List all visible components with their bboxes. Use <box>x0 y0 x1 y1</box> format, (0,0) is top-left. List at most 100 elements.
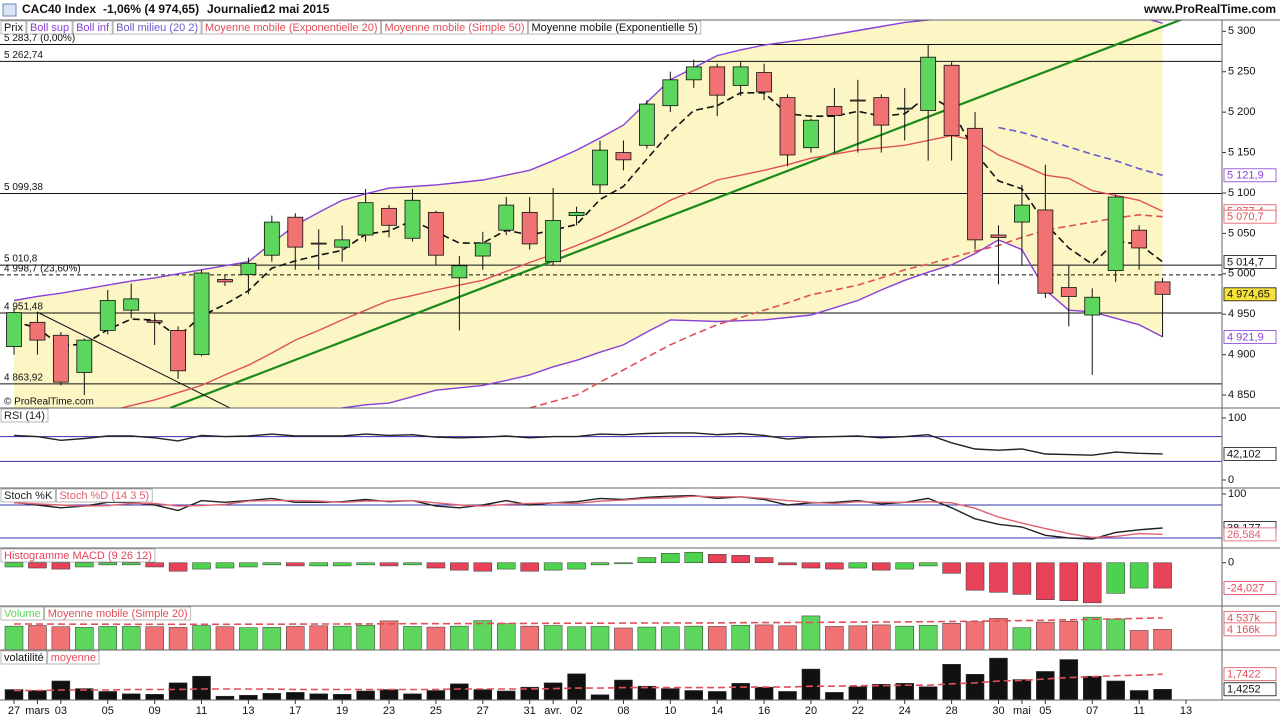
x-tick-label: 25 <box>430 705 442 717</box>
bar <box>145 626 164 650</box>
bar <box>168 627 188 650</box>
series-line <box>14 673 1163 692</box>
y-tick-label: 5 150 <box>1228 146 1256 158</box>
legend-box <box>72 20 113 35</box>
series-line <box>14 617 1163 626</box>
bar <box>520 686 539 700</box>
legend-box <box>47 650 100 665</box>
bar <box>473 562 493 572</box>
bar <box>98 691 118 700</box>
y-tick-label: 4 850 <box>1228 389 1256 401</box>
bar <box>28 562 47 569</box>
bar <box>192 625 211 650</box>
x-tick-label: 10 <box>664 705 676 717</box>
bar <box>356 624 375 650</box>
x-tick-label: 02 <box>570 705 582 717</box>
legend-box <box>0 606 45 621</box>
y-tick-label: 5 250 <box>1228 66 1256 78</box>
bar <box>4 625 24 650</box>
site[interactable]: www.ProRealTime.com <box>1143 2 1276 16</box>
bar <box>1036 671 1055 700</box>
value-tag <box>1223 581 1277 596</box>
bar <box>426 690 446 700</box>
value-tag <box>1223 446 1277 461</box>
value-tag <box>1223 168 1277 183</box>
candle-body <box>1014 204 1030 223</box>
bar <box>543 625 563 650</box>
x-tick-label: 11 <box>196 705 207 717</box>
bar <box>590 694 610 700</box>
x-tick-label: 23 <box>383 705 395 717</box>
bar <box>520 625 539 650</box>
bar <box>145 562 164 568</box>
bar <box>848 625 868 650</box>
bar <box>614 679 633 700</box>
candle-body <box>873 97 890 126</box>
legend-item: volatilité <box>4 652 44 664</box>
bar <box>543 682 563 700</box>
candle-body <box>217 279 233 283</box>
bar <box>567 673 586 700</box>
candle-body <box>1084 296 1101 316</box>
x-tick-label: 27 <box>8 705 20 717</box>
bar <box>684 625 704 650</box>
bar <box>661 626 680 650</box>
series-line <box>13 20 1163 302</box>
bar <box>637 685 657 700</box>
candle-body <box>943 64 960 136</box>
legend-item: Moyenne mobile (Simple 20) <box>48 608 188 620</box>
bar <box>309 693 328 700</box>
x-tick-label: avr. <box>544 705 562 717</box>
candle-body <box>52 334 69 383</box>
trend-lines <box>36 20 1184 408</box>
bar <box>872 624 891 650</box>
candle-body <box>1131 229 1148 249</box>
bar <box>403 626 422 650</box>
bar <box>1153 689 1172 700</box>
candle-body <box>896 107 913 110</box>
value-tag-label: 5 121,9 <box>1227 170 1264 182</box>
series-line <box>998 126 1163 177</box>
value-tag <box>1223 330 1277 344</box>
value-tag-label: 26,584 <box>1227 529 1261 541</box>
bar <box>121 693 141 700</box>
bar <box>1036 621 1055 650</box>
bar <box>28 625 47 650</box>
bar <box>965 621 985 650</box>
bar <box>543 562 563 571</box>
level-label: 4 863,92 <box>4 372 43 383</box>
value-tag-label: 4 921,9 <box>1227 331 1264 343</box>
candle-body <box>990 234 1007 238</box>
bar <box>567 626 586 650</box>
candle-body <box>568 211 585 217</box>
bar <box>379 689 399 700</box>
bar <box>614 562 633 565</box>
bar <box>825 692 844 700</box>
level-label: 5 283,7 (0,00%) <box>4 33 75 44</box>
x-tick-label: 27 <box>477 705 489 717</box>
y-tick-label: 100 <box>1228 412 1246 424</box>
bar <box>707 626 727 650</box>
legend-item: Prix <box>4 22 23 34</box>
series-line <box>13 494 1163 540</box>
bar <box>4 562 24 568</box>
bar <box>356 562 375 566</box>
bar <box>731 555 750 564</box>
candle-body <box>662 79 679 107</box>
bar <box>989 657 1008 700</box>
candle-body <box>287 216 304 248</box>
bar <box>942 562 961 574</box>
x-tick-label: 17 <box>289 705 301 717</box>
bar <box>778 625 797 650</box>
trend-line <box>36 311 231 408</box>
bar <box>168 562 188 572</box>
x-tick-label: 05 <box>102 705 114 717</box>
value-tag-label: 42,102 <box>1227 448 1261 460</box>
x-tick-label: 19 <box>336 705 348 717</box>
x-tick-label: mars <box>25 705 50 717</box>
bar <box>1106 680 1125 700</box>
legend-box <box>55 488 153 503</box>
bar <box>239 694 258 700</box>
x-tick-label: 28 <box>945 705 957 717</box>
